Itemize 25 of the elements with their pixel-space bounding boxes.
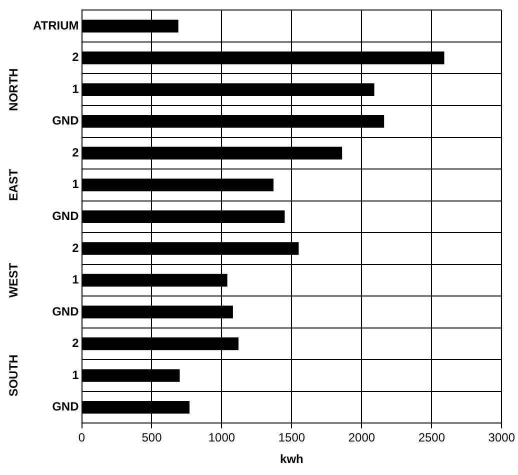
- y-tick-label: 2: [72, 50, 80, 64]
- x-tick-label: 2500: [418, 430, 446, 445]
- text: SOUTH: [6, 354, 20, 397]
- x-tick-label: 0: [78, 430, 86, 445]
- y-tick-label: GND: [52, 400, 80, 414]
- x-tick-label: 3000: [488, 430, 516, 445]
- x-axis-title: kwh: [280, 452, 304, 466]
- text: EAST: [6, 168, 20, 201]
- x-tick-label: 2000: [348, 430, 376, 445]
- y-tick-label: 1: [72, 82, 80, 96]
- y-tick-label: 1: [72, 368, 80, 382]
- x-tick-label: 1500: [278, 430, 306, 445]
- y-tick-label: ATRIUM: [32, 18, 79, 32]
- y-tick-label: 1: [72, 272, 80, 287]
- y-tick-label: 2: [72, 336, 80, 350]
- y-tick-label: GND: [52, 209, 80, 224]
- y-tick-label: 1: [72, 177, 80, 192]
- y-tick-label: 2: [72, 145, 80, 160]
- y-tick-label: 2: [72, 240, 80, 255]
- x-tick-label: 500: [142, 430, 162, 445]
- y-tick-label: GND: [52, 304, 80, 318]
- x-tick-label: 1000: [208, 430, 236, 445]
- text: WEST: [6, 262, 20, 298]
- text: NORTH: [6, 68, 20, 111]
- y-tick-label: GND: [52, 114, 80, 128]
